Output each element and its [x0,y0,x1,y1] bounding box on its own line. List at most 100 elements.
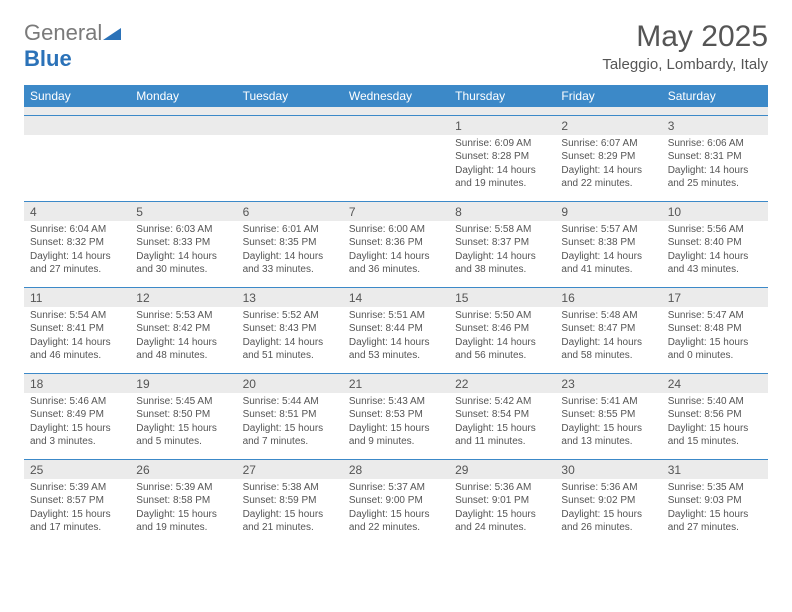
day-detail [130,135,236,202]
detail-line: Sunset: 8:46 PM [455,322,549,336]
detail-line: Sunrise: 5:40 AM [668,395,762,409]
detail-line: Sunrise: 5:54 AM [30,309,124,323]
detail-line: and 17 minutes. [30,521,124,535]
detail-line: and 51 minutes. [243,349,337,363]
day-number: 19 [130,373,236,393]
day-number [343,115,449,135]
detail-line: Daylight: 15 hours [668,422,762,436]
daynum-row: 18192021222324 [24,373,768,393]
detail-line: and 25 minutes. [668,177,762,191]
daynum-row: 11121314151617 [24,287,768,307]
dow-sat: Saturday [662,85,768,107]
detail-line: Daylight: 15 hours [136,508,230,522]
dow-fri: Friday [555,85,661,107]
detail-line: Sunrise: 5:57 AM [561,223,655,237]
day-number: 5 [130,201,236,221]
detail-line: Daylight: 14 hours [561,336,655,350]
month-title: May 2025 [602,20,768,54]
dow-mon: Monday [130,85,236,107]
day-number: 2 [555,115,661,135]
detail-line: Sunrise: 6:03 AM [136,223,230,237]
day-number: 23 [555,373,661,393]
logo: GeneralBlue [24,20,121,72]
detail-line: Daylight: 14 hours [136,336,230,350]
day-detail: Sunrise: 5:41 AMSunset: 8:55 PMDaylight:… [555,393,661,460]
day-detail: Sunrise: 5:45 AMSunset: 8:50 PMDaylight:… [130,393,236,460]
detail-line: and 26 minutes. [561,521,655,535]
day-number: 15 [449,287,555,307]
detail-line: and 19 minutes. [136,521,230,535]
day-detail: Sunrise: 6:04 AMSunset: 8:32 PMDaylight:… [24,221,130,288]
detail-line: Daylight: 15 hours [30,508,124,522]
dow-thu: Thursday [449,85,555,107]
detail-line: Sunset: 8:43 PM [243,322,337,336]
day-number: 4 [24,201,130,221]
detail-line: Sunrise: 5:50 AM [455,309,549,323]
detail-line: Daylight: 15 hours [455,508,549,522]
detail-line: Sunrise: 5:36 AM [561,481,655,495]
detail-line: Sunrise: 6:00 AM [349,223,443,237]
detail-row: Sunrise: 5:54 AMSunset: 8:41 PMDaylight:… [24,307,768,374]
detail-line: and 58 minutes. [561,349,655,363]
detail-line: Sunrise: 5:52 AM [243,309,337,323]
detail-line: Sunset: 8:33 PM [136,236,230,250]
day-detail: Sunrise: 6:00 AMSunset: 8:36 PMDaylight:… [343,221,449,288]
day-number: 7 [343,201,449,221]
dow-row: Sunday Monday Tuesday Wednesday Thursday… [24,85,768,107]
day-number: 17 [662,287,768,307]
day-number: 14 [343,287,449,307]
detail-line: and 36 minutes. [349,263,443,277]
day-number: 22 [449,373,555,393]
detail-line: Sunset: 8:37 PM [455,236,549,250]
day-detail: Sunrise: 5:36 AMSunset: 9:01 PMDaylight:… [449,479,555,545]
detail-line: and 13 minutes. [561,435,655,449]
detail-line: Sunset: 8:28 PM [455,150,549,164]
calendar-body: 123Sunrise: 6:09 AMSunset: 8:28 PMDaylig… [24,115,768,545]
location: Taleggio, Lombardy, Italy [602,56,768,73]
detail-line: Sunset: 8:47 PM [561,322,655,336]
day-number: 10 [662,201,768,221]
detail-line: Daylight: 14 hours [349,336,443,350]
detail-line: Sunset: 8:32 PM [30,236,124,250]
day-detail: Sunrise: 6:01 AMSunset: 8:35 PMDaylight:… [237,221,343,288]
detail-line: Sunrise: 5:42 AM [455,395,549,409]
detail-line: and 11 minutes. [455,435,549,449]
spacer-row [24,107,768,115]
day-number: 13 [237,287,343,307]
detail-line: Sunrise: 5:36 AM [455,481,549,495]
detail-line: Sunrise: 6:04 AM [30,223,124,237]
day-detail: Sunrise: 5:42 AMSunset: 8:54 PMDaylight:… [449,393,555,460]
detail-line: Sunset: 8:51 PM [243,408,337,422]
daynum-row: 45678910 [24,201,768,221]
detail-line: Sunset: 8:41 PM [30,322,124,336]
detail-line: Sunset: 8:48 PM [668,322,762,336]
detail-line: and 21 minutes. [243,521,337,535]
detail-line: and 22 minutes. [349,521,443,535]
detail-line: and 27 minutes. [668,521,762,535]
detail-line: Daylight: 14 hours [349,250,443,264]
detail-row: Sunrise: 6:04 AMSunset: 8:32 PM Daylight:… [24,221,768,288]
day-number: 18 [24,373,130,393]
detail-line: Sunrise: 6:07 AM [561,137,655,151]
detail-line: Daylight: 15 hours [30,422,124,436]
day-detail: Sunrise: 5:40 AMSunset: 8:56 PMDaylight:… [662,393,768,460]
detail-line: and 15 minutes. [668,435,762,449]
detail-line: Daylight: 15 hours [349,422,443,436]
detail-line: Sunrise: 5:44 AM [243,395,337,409]
detail-line: Sunrise: 5:35 AM [668,481,762,495]
detail-line: Sunrise: 5:39 AM [30,481,124,495]
day-detail: Sunrise: 5:39 AMSunset: 8:58 PMDaylight:… [130,479,236,545]
day-detail: Sunrise: 5:46 AMSunset: 8:49 PMDaylight:… [24,393,130,460]
detail-line: and 22 minutes. [561,177,655,191]
day-number: 31 [662,459,768,479]
detail-line: Daylight: 15 hours [561,422,655,436]
detail-line: and 3 minutes. [30,435,124,449]
day-number: 20 [237,373,343,393]
detail-line: Daylight: 14 hours [30,336,124,350]
detail-line: and 43 minutes. [668,263,762,277]
detail-line: Sunrise: 5:45 AM [136,395,230,409]
detail-line: Sunset: 8:38 PM [561,236,655,250]
dow-wed: Wednesday [343,85,449,107]
detail-line: Sunset: 8:55 PM [561,408,655,422]
day-detail: Sunrise: 5:36 AMSunset: 9:02 PMDaylight:… [555,479,661,545]
